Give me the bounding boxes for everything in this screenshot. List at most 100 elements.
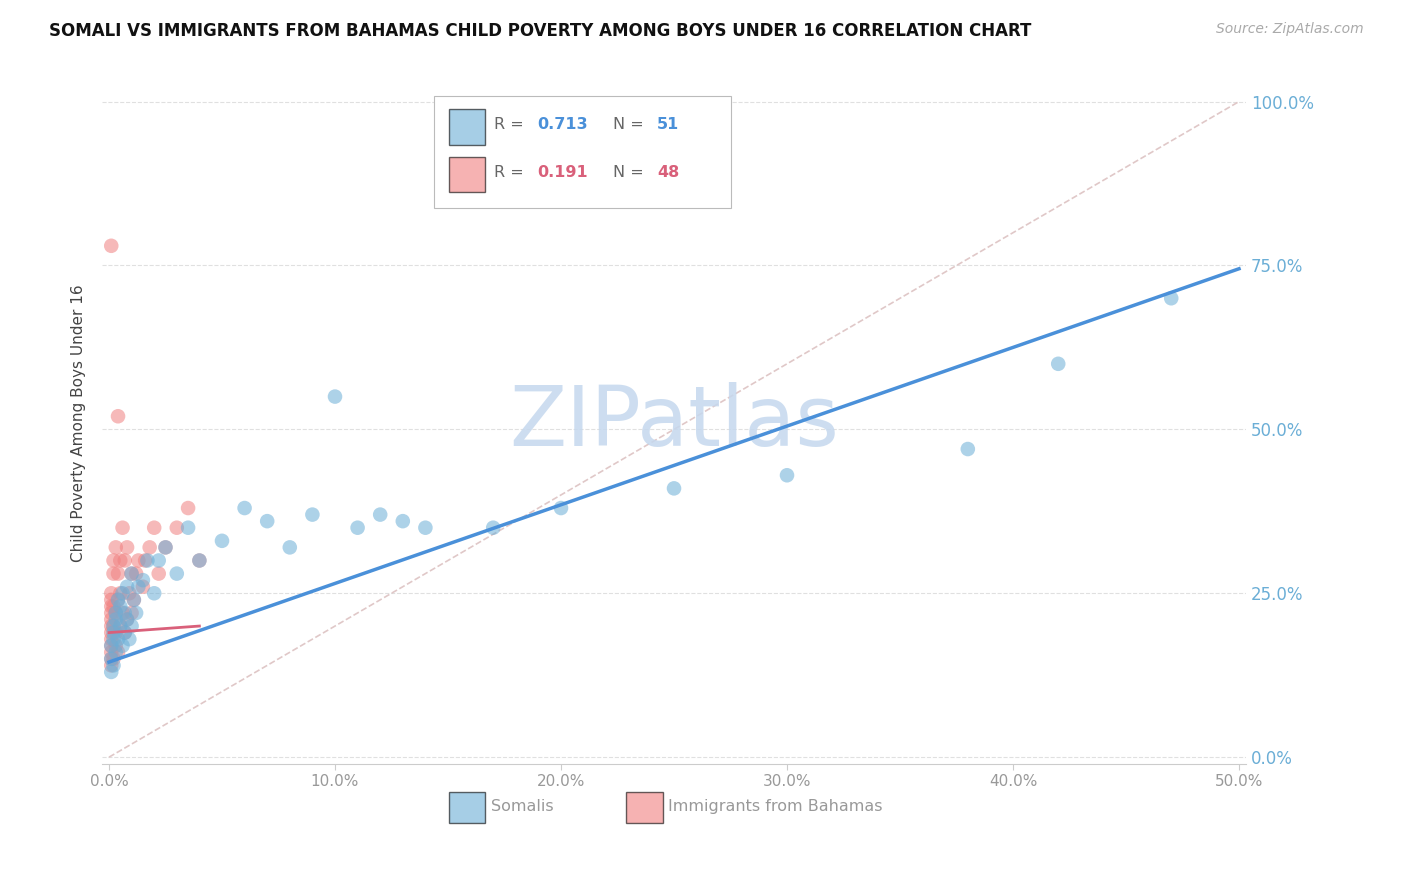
Point — [1047, 357, 1070, 371]
Text: 0.191: 0.191 — [537, 165, 588, 180]
Point — [115, 612, 138, 626]
Point — [100, 592, 122, 607]
Point — [233, 501, 256, 516]
Point — [103, 652, 125, 666]
Point — [100, 612, 122, 626]
Point — [100, 632, 122, 647]
Text: N =: N = — [613, 165, 650, 180]
Point — [121, 566, 143, 581]
Point — [115, 612, 138, 626]
Point — [166, 521, 188, 535]
Point — [107, 409, 129, 424]
Point — [103, 625, 125, 640]
FancyBboxPatch shape — [434, 95, 731, 208]
Point — [177, 521, 200, 535]
FancyBboxPatch shape — [626, 792, 662, 823]
Point — [121, 606, 143, 620]
Point — [100, 665, 122, 679]
Point — [100, 652, 122, 666]
Point — [110, 586, 132, 600]
Point — [110, 619, 132, 633]
Point — [104, 606, 127, 620]
Point — [100, 652, 122, 666]
Point — [100, 658, 122, 673]
Point — [138, 541, 160, 555]
Point — [550, 501, 572, 516]
Point — [122, 592, 145, 607]
Point — [148, 553, 170, 567]
Point — [104, 639, 127, 653]
Point — [177, 501, 200, 516]
Point — [100, 586, 122, 600]
Point — [127, 553, 149, 567]
Point — [110, 599, 132, 614]
Text: Source: ZipAtlas.com: Source: ZipAtlas.com — [1216, 22, 1364, 37]
Text: 48: 48 — [657, 165, 679, 180]
Point — [111, 639, 134, 653]
Point — [122, 592, 145, 607]
Point — [166, 566, 188, 581]
Point — [103, 566, 125, 581]
Point — [107, 645, 129, 659]
Point — [391, 514, 413, 528]
Point — [100, 239, 122, 253]
Point — [278, 541, 301, 555]
Point — [188, 553, 211, 567]
Point — [103, 553, 125, 567]
Point — [118, 632, 141, 647]
Point — [100, 639, 122, 653]
Point — [107, 566, 129, 581]
Point — [121, 619, 143, 633]
Point — [662, 482, 685, 496]
Y-axis label: Child Poverty Among Boys Under 16: Child Poverty Among Boys Under 16 — [72, 284, 86, 562]
Point — [114, 625, 136, 640]
Point — [143, 521, 166, 535]
Point — [115, 541, 138, 555]
Point — [155, 541, 177, 555]
Point — [256, 514, 278, 528]
Point — [956, 442, 979, 456]
Point — [103, 599, 125, 614]
Point — [118, 586, 141, 600]
Point — [188, 553, 211, 567]
Point — [103, 619, 125, 633]
Point — [125, 606, 148, 620]
Point — [110, 553, 132, 567]
Point — [103, 632, 125, 647]
Point — [1160, 291, 1182, 305]
Point — [346, 521, 368, 535]
FancyBboxPatch shape — [449, 157, 485, 193]
Point — [110, 619, 132, 633]
Text: SOMALI VS IMMIGRANTS FROM BAHAMAS CHILD POVERTY AMONG BOYS UNDER 16 CORRELATION : SOMALI VS IMMIGRANTS FROM BAHAMAS CHILD … — [49, 22, 1032, 40]
Point — [121, 566, 143, 581]
Point — [100, 619, 122, 633]
Point — [111, 606, 134, 620]
Point — [111, 521, 134, 535]
Point — [104, 541, 127, 555]
FancyBboxPatch shape — [449, 109, 485, 145]
Point — [114, 625, 136, 640]
Point — [132, 573, 155, 587]
Point — [143, 586, 166, 600]
Point — [104, 625, 127, 640]
Point — [107, 592, 129, 607]
Text: ZIPatlas: ZIPatlas — [509, 383, 839, 463]
Point — [127, 580, 149, 594]
Point — [100, 625, 122, 640]
Text: 51: 51 — [657, 118, 679, 132]
Text: R =: R = — [495, 165, 529, 180]
FancyBboxPatch shape — [449, 792, 485, 823]
Point — [415, 521, 437, 535]
Point — [155, 541, 177, 555]
Point — [211, 533, 233, 548]
Text: R =: R = — [495, 118, 529, 132]
Point — [368, 508, 391, 522]
Text: Somalis: Somalis — [491, 799, 554, 814]
Text: N =: N = — [613, 118, 650, 132]
Point — [776, 468, 799, 483]
Point — [100, 639, 122, 653]
Point — [148, 566, 170, 581]
Point — [114, 606, 136, 620]
Text: Immigrants from Bahamas: Immigrants from Bahamas — [668, 799, 883, 814]
Point — [115, 580, 138, 594]
